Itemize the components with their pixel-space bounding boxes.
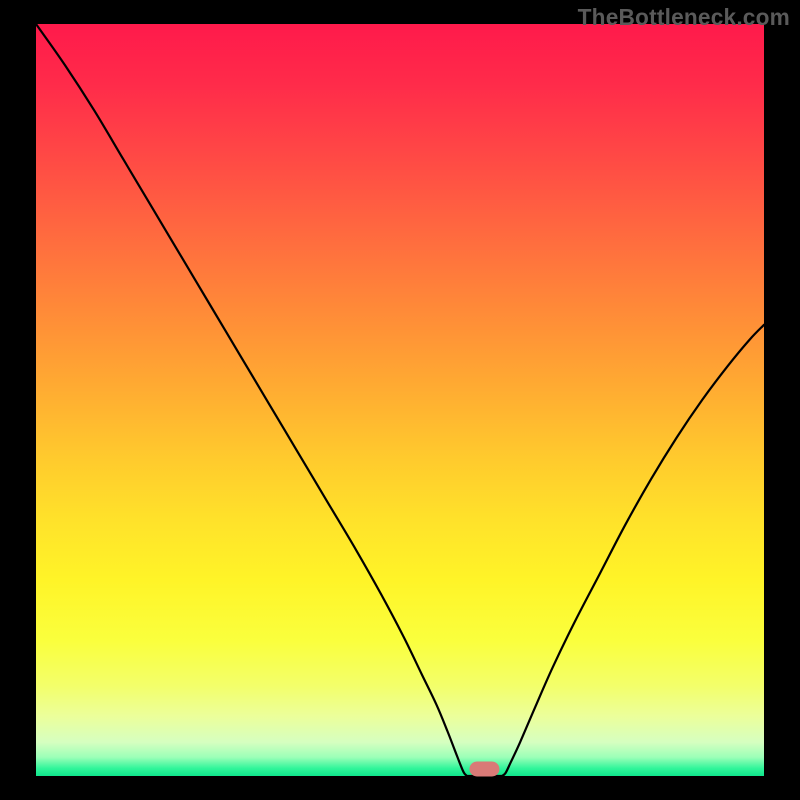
watermark-text: TheBottleneck.com [578,4,790,31]
optimal-marker [469,762,499,777]
plot-background [36,24,764,776]
chart-canvas: TheBottleneck.com [0,0,800,800]
bottleneck-chart-svg [0,0,800,800]
